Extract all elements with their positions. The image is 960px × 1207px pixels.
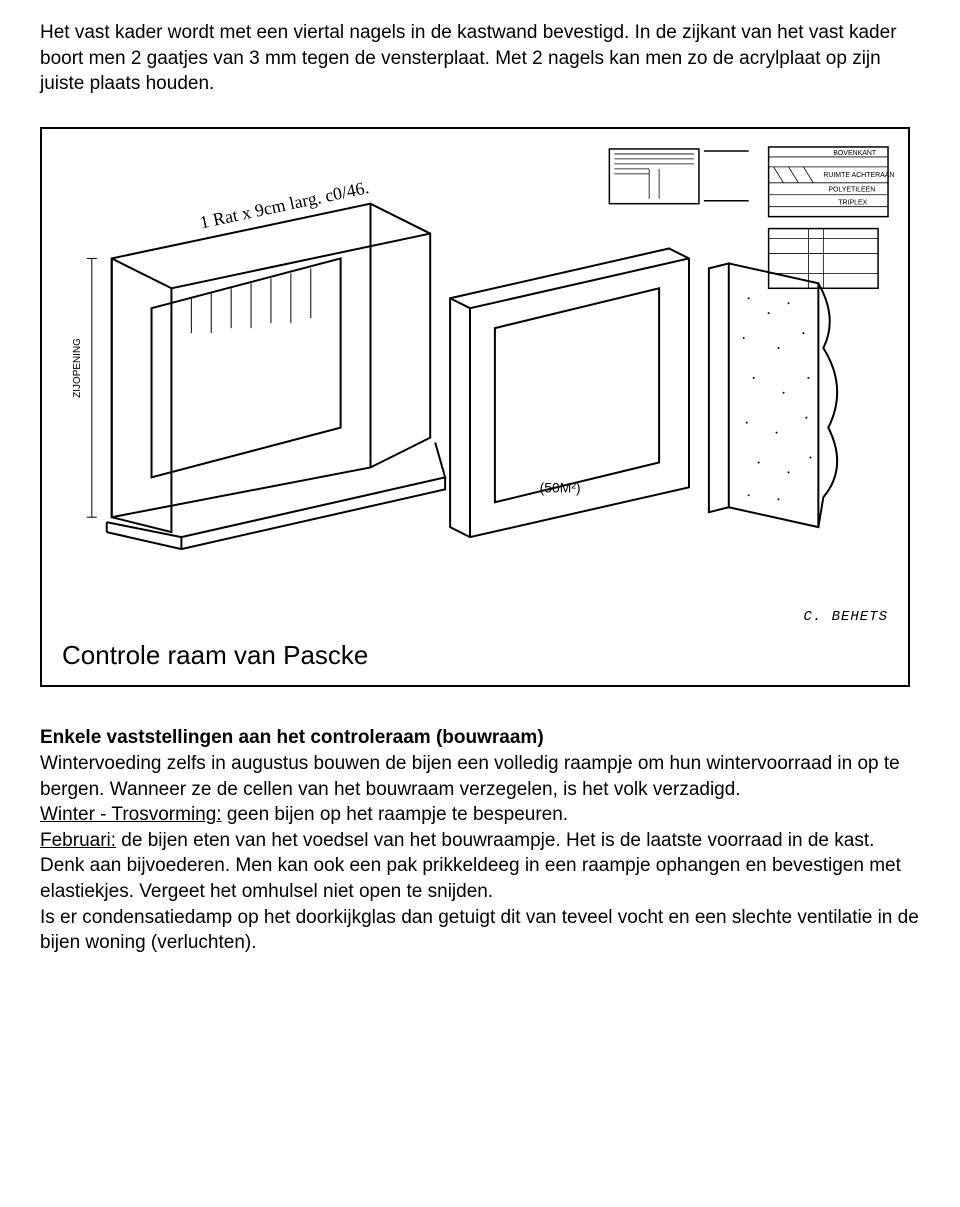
svg-text:BOVENKANT: BOVENKANT: [833, 150, 877, 157]
paragraph-1: Wintervoeding zelfs in augustus bouwen d…: [40, 751, 920, 802]
februari-label: Februari:: [40, 830, 116, 851]
svg-text:ZIJOPENING: ZIJOPENING: [72, 338, 83, 398]
paragraph-winter: Winter - Trosvorming: geen bijen op het …: [40, 802, 920, 828]
figure-caption: Controle raam van Pascke: [62, 640, 368, 671]
technical-drawing-figure: 1 Rat x 9cm larg. c0/46. (50M²): [40, 127, 910, 687]
paragraph-februari: Februari: de bijen eten van het voedsel …: [40, 828, 920, 905]
technical-drawing-svg: 1 Rat x 9cm larg. c0/46. (50M²): [52, 139, 898, 627]
intro-paragraph: Het vast kader wordt met een viertal nag…: [40, 20, 920, 97]
paragraph-last: Is er condensatiedamp op het doorkijkgla…: [40, 905, 920, 956]
section-heading: Enkele vaststellingen aan het controlera…: [40, 727, 920, 749]
svg-text:RUIMTE ACHTERAAN: RUIMTE ACHTERAAN: [823, 172, 894, 179]
svg-text:(50M²): (50M²): [540, 479, 581, 495]
svg-text:POLYETILEEN: POLYETILEEN: [828, 187, 875, 194]
svg-text:TRIPLEX: TRIPLEX: [838, 200, 867, 207]
svg-text:1 Rat x 9cm larg. c0/46.: 1 Rat x 9cm larg. c0/46.: [198, 177, 371, 232]
figure-author: C. BEHETS: [803, 609, 888, 625]
februari-text: de bijen eten van het voedsel van het bo…: [40, 830, 901, 902]
winter-text: geen bijen op het raampje te bespeuren.: [222, 804, 568, 825]
winter-label: Winter - Trosvorming:: [40, 804, 222, 825]
